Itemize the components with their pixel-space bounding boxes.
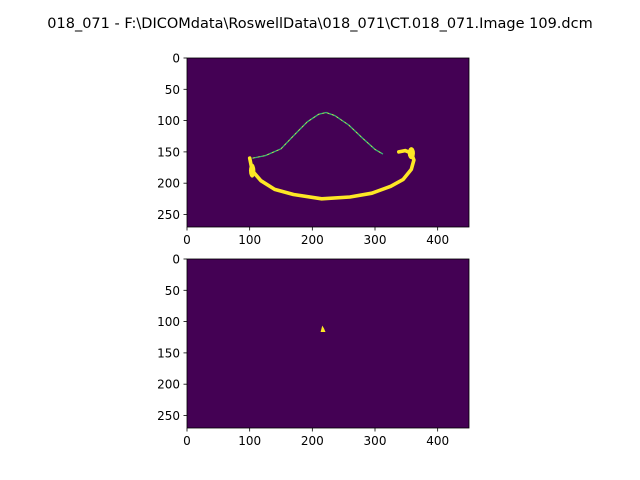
axes-frame [186,57,470,228]
bottom-image-axes: 0 100 200 300 400 0 50 100 150 200 250 [157,253,470,448]
y-tick-label: 150 [157,145,180,159]
y-tick-label: 0 [172,52,180,66]
mask-blob [320,325,326,332]
image-background [187,58,469,227]
y-tick-label: 100 [157,315,180,329]
y-tick-label: 150 [157,346,180,360]
x-tick-label: 400 [426,233,449,247]
y-tick-label: 50 [165,284,180,298]
y-tick-label: 250 [157,409,180,423]
mask-right-lobe [407,147,415,160]
y-tick-label: 100 [157,114,180,128]
x-tick-label: 0 [183,233,191,247]
x-tick-label: 200 [301,233,324,247]
mask-left-lobe [248,163,256,178]
x-tick-label: 300 [364,233,387,247]
top-image-axes: 0 100 200 300 400 0 50 100 150 200 250 [157,52,470,247]
y-tick-label: 250 [157,208,180,222]
x-tick-label: 200 [301,434,324,448]
image-background [187,259,469,428]
figure-title: 018_071 - F:\DICOMdata\RoswellData\018_0… [47,16,592,32]
x-tick-label: 100 [238,434,261,448]
y-tick-label: 0 [172,253,180,267]
x-tick-label: 0 [183,434,191,448]
y-tick-label: 200 [157,378,180,392]
x-tick-label: 100 [238,233,261,247]
x-tick-label: 400 [426,434,449,448]
mask-inner-arch-highlight [252,112,383,159]
x-tick-label: 300 [364,434,387,448]
axes-frame [186,258,470,429]
y-tick-label: 50 [165,83,180,97]
y-tick-label: 200 [157,177,180,191]
